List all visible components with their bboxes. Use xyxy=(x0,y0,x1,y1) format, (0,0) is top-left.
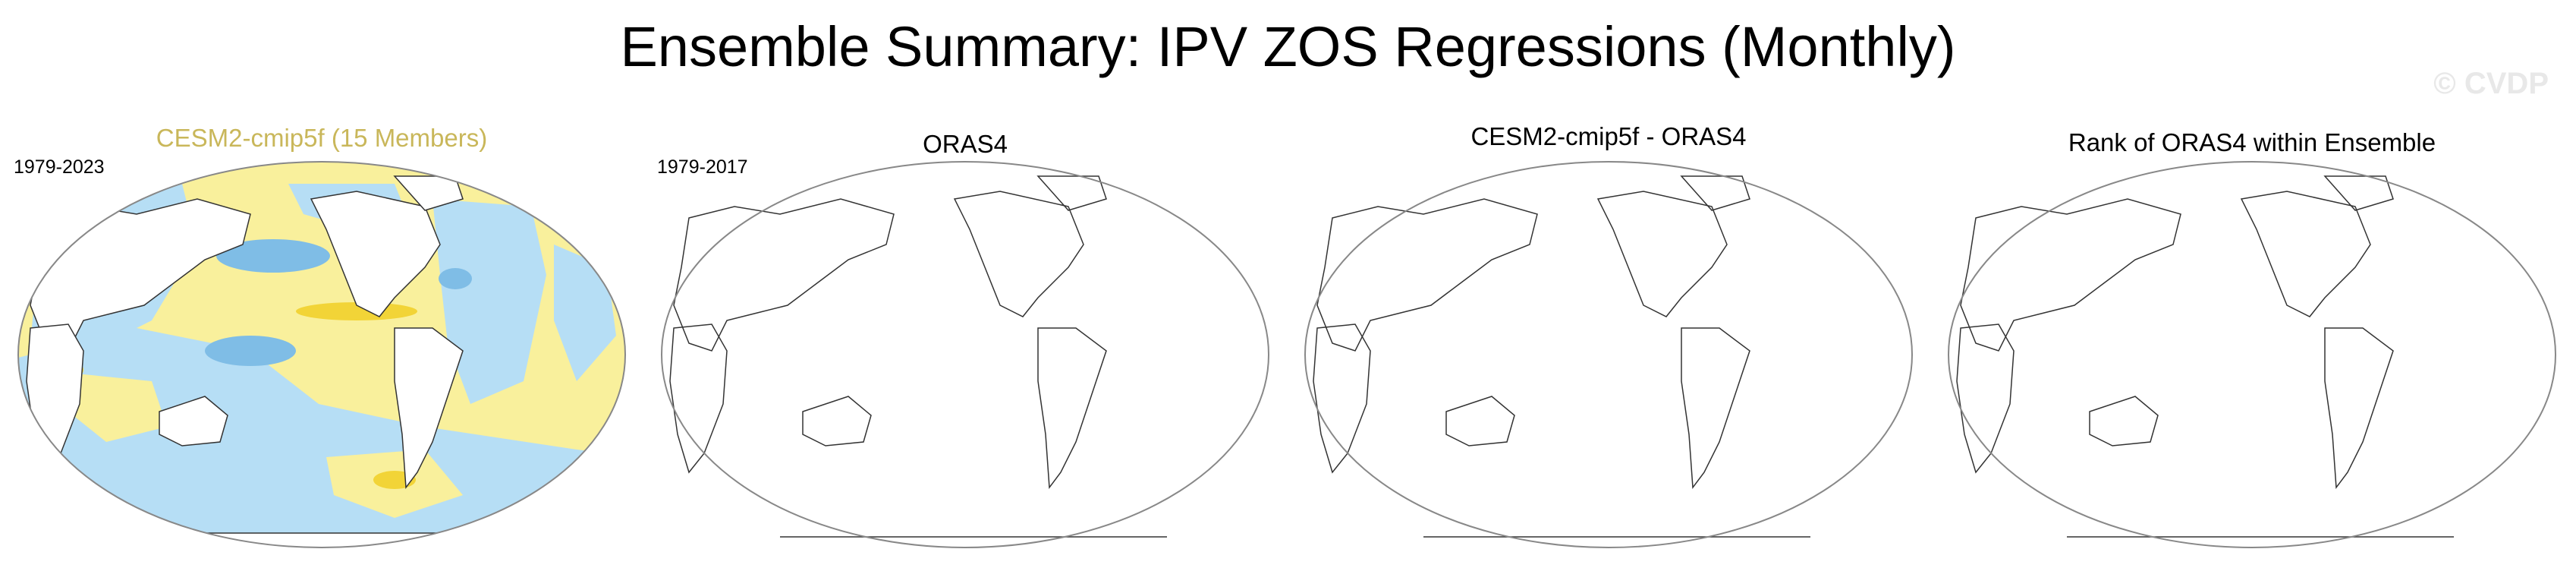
panel-oras4: ORAS4 1979-2017 xyxy=(643,106,1287,562)
panel-difference: CESM2-cmip5f - ORAS4 xyxy=(1287,106,1930,562)
panel-rank: Rank of ORAS4 within Ensemble xyxy=(1930,106,2574,562)
panel-title: Rank of ORAS4 within Ensemble xyxy=(2068,128,2436,156)
panel-title: CESM2-cmip5f - ORAS4 xyxy=(1470,122,1747,150)
period-label: 1979-2023 xyxy=(14,156,105,178)
panel-ensemble: CESM2-cmip5f (15 Members) 1979-2023 xyxy=(0,106,643,562)
panel-title: CESM2-cmip5f (15 Members) xyxy=(156,124,488,152)
panel-title: ORAS4 xyxy=(923,130,1008,158)
world-map xyxy=(1948,161,2556,548)
period-label: 1979-2017 xyxy=(657,156,748,178)
world-map xyxy=(17,161,626,548)
figure-title: Ensemble Summary: IPV ZOS Regressions (M… xyxy=(620,15,1956,78)
world-map xyxy=(661,161,1269,548)
world-map xyxy=(1304,161,1913,548)
watermark: © CVDP xyxy=(2433,67,2549,100)
